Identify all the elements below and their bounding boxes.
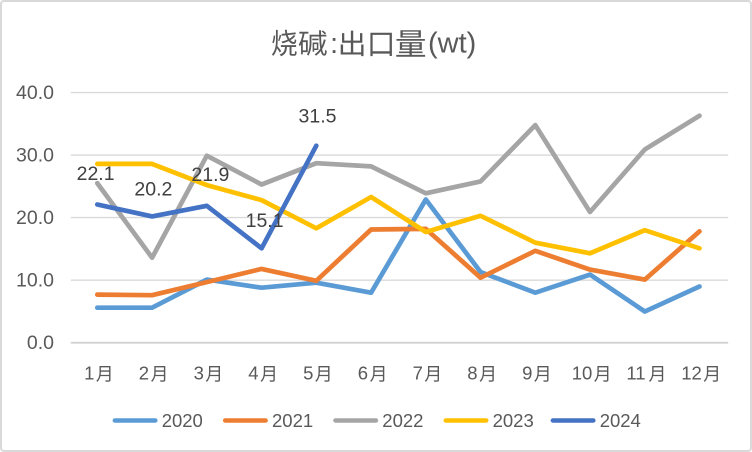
- svg-text:20.2: 20.2: [134, 179, 172, 201]
- svg-text:20.0: 20.0: [16, 207, 54, 229]
- svg-text:2022: 2022: [382, 410, 423, 431]
- svg-text:2020: 2020: [162, 410, 203, 431]
- svg-text:7: 7: [413, 363, 423, 384]
- svg-text:40.0: 40.0: [16, 82, 54, 104]
- svg-text:2023: 2023: [493, 410, 534, 431]
- svg-text:11: 11: [626, 363, 645, 384]
- svg-text:2024: 2024: [600, 410, 641, 431]
- svg-text:30.0: 30.0: [16, 144, 54, 166]
- svg-text:1: 1: [84, 363, 94, 384]
- svg-text:9: 9: [522, 363, 532, 384]
- svg-text:4: 4: [248, 363, 258, 384]
- svg-text:6: 6: [358, 363, 368, 384]
- svg-text:3: 3: [194, 363, 204, 384]
- svg-text::: :: [330, 28, 338, 60]
- svg-text:22.1: 22.1: [77, 163, 115, 185]
- svg-text:10: 10: [572, 363, 593, 384]
- svg-text:8: 8: [467, 363, 477, 384]
- svg-text:0.0: 0.0: [27, 332, 54, 354]
- svg-text:2: 2: [139, 363, 149, 384]
- svg-text:2021: 2021: [272, 410, 313, 431]
- svg-text:31.5: 31.5: [299, 106, 337, 128]
- svg-text:(wt): (wt): [428, 28, 476, 60]
- svg-text:5: 5: [303, 363, 313, 384]
- svg-text:15.1: 15.1: [246, 210, 284, 232]
- svg-text:21.9: 21.9: [191, 164, 229, 186]
- svg-text:12: 12: [681, 363, 702, 384]
- svg-text:10.0: 10.0: [16, 269, 54, 291]
